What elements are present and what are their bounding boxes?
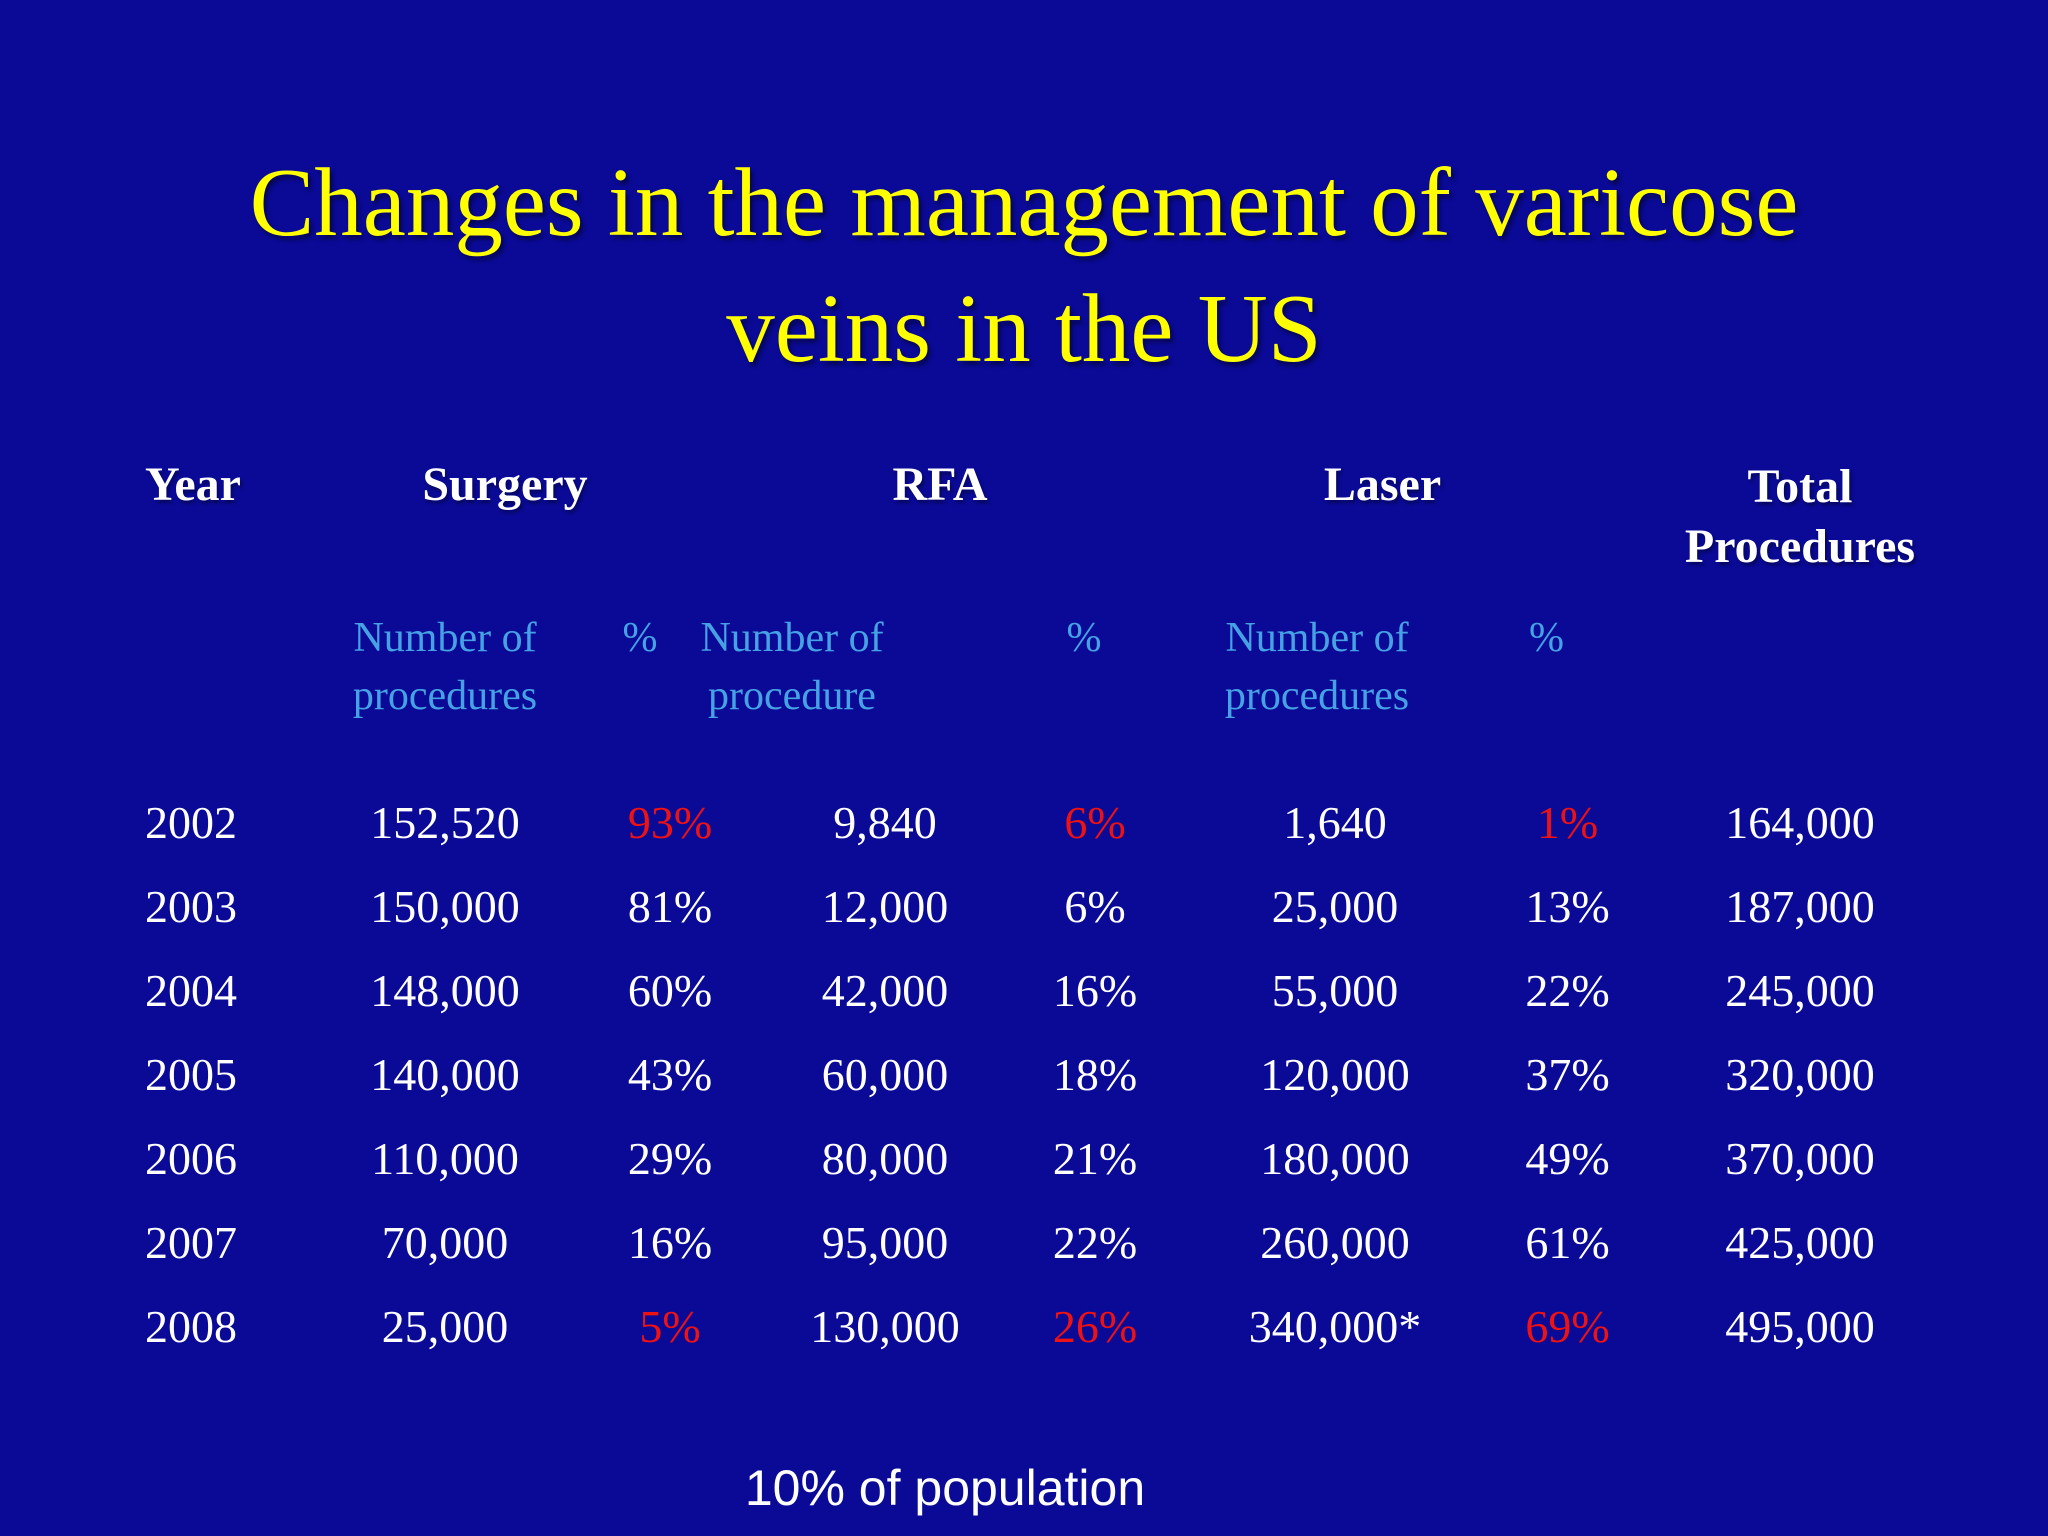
rfa-count-cell: 95,000 [821,1216,949,1268]
table-row-2002: 2002 152,520 93% 9,840 6% 1,640 1% 164,0… [143,780,1985,864]
total-cell: 370,000 [1725,1132,1875,1184]
rfa-count-cell: 130,000 [810,1300,960,1352]
table-row-2003: 2003 150,000 81% 12,000 6% 25,000 13% 18… [143,864,1985,948]
laser-pct-cell: 61% [1525,1216,1610,1268]
subheader-empty-year [143,610,280,780]
subheader-surgery-pct: % [622,615,658,661]
subheader-laser-count-label: Number of procedures [1224,615,1410,719]
laser-count-cell: 25,000 [1271,880,1399,932]
year-cell: 2005 [145,1048,237,1100]
rfa-pct-cell: 21% [1052,1132,1138,1184]
slide-title: Changes in the management of varicose ve… [0,0,2048,392]
subheader-rfa-count-label: Number of procedure [700,615,884,719]
rfa-count-cell: 9,840 [833,796,937,848]
year-cell: 2003 [145,880,237,932]
rfa-pct-cell: 22% [1052,1216,1138,1268]
rfa-count-cell: 80,000 [821,1132,949,1184]
header-rfa: RFA [892,458,988,511]
header-surgery: Surgery [422,458,588,511]
header-year: Year [145,458,241,511]
slide-title-line2: veins in the US [726,275,1322,382]
year-cell: 2008 [145,1300,237,1352]
rfa-pct-cell: 6% [1064,880,1126,932]
surgery-pct-cell: 81% [627,880,713,932]
surgery-count-cell: 140,000 [370,1048,520,1100]
laser-count-cell: 55,000 [1271,964,1399,1016]
rfa-pct-cell: 6% [1064,796,1126,848]
surgery-count-cell: 148,000 [370,964,520,1016]
laser-count-cell: 340,000* [1248,1300,1422,1352]
rfa-count-cell: 60,000 [821,1048,949,1100]
table-row-2004: 2004 148,000 60% 42,000 16% 55,000 22% 2… [143,948,1985,1032]
slide-title-line1: Changes in the management of varicose [249,149,1799,256]
laser-pct-cell: 49% [1525,1132,1610,1184]
subheader-rfa-pct: % [1066,615,1102,661]
header-total: Total Procedures [1615,445,1985,610]
rfa-pct-cell: 26% [1052,1300,1138,1352]
table-row-2007: 2007 70,000 16% 95,000 22% 260,000 61% 4… [143,1200,1985,1284]
rfa-pct-cell: 16% [1052,964,1138,1016]
year-cell: 2006 [145,1132,237,1184]
group-header-row: Year Surgery RFA Laser Total Procedures [143,445,1985,610]
laser-count-cell: 1,640 [1283,796,1387,848]
header-total-label: Total Procedures [1684,460,1916,573]
year-cell: 2002 [145,796,237,848]
surgery-pct-cell: 16% [627,1216,713,1268]
laser-count-cell: 180,000 [1260,1132,1410,1184]
total-cell: 425,000 [1725,1216,1875,1268]
laser-count-cell: 120,000 [1260,1048,1410,1100]
subheader-empty-total [1615,610,1985,780]
year-cell: 2007 [145,1216,237,1268]
surgery-count-cell: 152,520 [370,796,520,848]
laser-pct-cell: 37% [1525,1048,1610,1100]
header-laser: Laser [1323,458,1442,511]
total-cell: 495,000 [1725,1300,1875,1352]
year-cell: 2004 [145,964,237,1016]
total-cell: 187,000 [1725,880,1875,932]
table-row-2008: 2008 25,000 5% 130,000 26% 340,000* 69% … [143,1284,1985,1368]
total-cell: 245,000 [1725,964,1875,1016]
subheader-rfa-count: Number of procedure [637,610,947,780]
table-row-2005: 2005 140,000 43% 60,000 18% 120,000 37% … [143,1032,1985,1116]
subheader-laser-pct: % [1529,615,1564,661]
surgery-pct-cell: 29% [627,1132,713,1184]
laser-pct-cell: 1% [1536,796,1599,848]
procedures-table: Year Surgery RFA Laser Total Procedures … [143,445,1985,1368]
subheader-surgery-count: Number of procedures [280,610,610,780]
surgery-pct-cell: 5% [639,1300,701,1352]
surgery-pct-cell: 60% [627,964,713,1016]
laser-count-cell: 260,000 [1260,1216,1410,1268]
laser-pct-cell: 13% [1525,880,1610,932]
surgery-pct-cell: 43% [627,1048,713,1100]
surgery-count-cell: 25,000 [381,1300,509,1352]
rfa-pct-cell: 18% [1052,1048,1138,1100]
subheader-surgery-count-label: Number of procedures [352,615,538,719]
table-row-2006: 2006 110,000 29% 80,000 21% 180,000 49% … [143,1116,1985,1200]
population-caption: 10% of population [744,1460,1146,1516]
laser-pct-cell: 69% [1525,1300,1610,1352]
surgery-count-cell: 70,000 [381,1216,509,1268]
laser-pct-cell: 22% [1525,964,1610,1016]
surgery-count-cell: 150,000 [370,880,520,932]
rfa-count-cell: 12,000 [821,880,949,932]
total-cell: 164,000 [1725,796,1875,848]
surgery-count-cell: 110,000 [371,1132,519,1184]
total-cell: 320,000 [1725,1048,1875,1100]
surgery-pct-cell: 93% [627,796,713,848]
sub-header-row: Number of procedures % Number of procedu… [143,610,1985,780]
subheader-laser-count: Number of procedures [1132,610,1502,780]
rfa-count-cell: 42,000 [821,964,949,1016]
